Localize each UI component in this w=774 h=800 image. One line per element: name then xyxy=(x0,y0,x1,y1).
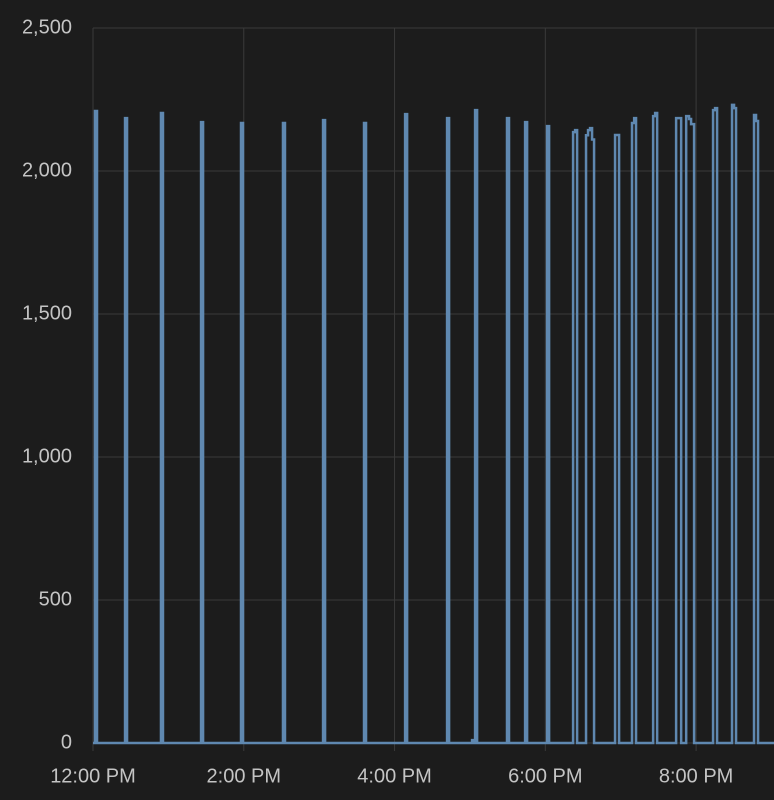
x-tick-label: 12:00 PM xyxy=(50,765,136,787)
x-tick-label: 4:00 PM xyxy=(357,765,431,787)
y-tick-label: 2,500 xyxy=(22,16,72,38)
y-tick-label: 1,000 xyxy=(22,445,72,467)
y-tick-label: 0 xyxy=(61,731,72,753)
x-tick-label: 8:00 PM xyxy=(659,765,733,787)
y-tick-label: 1,500 xyxy=(22,302,72,324)
data-line xyxy=(93,103,774,745)
x-tick-label: 2:00 PM xyxy=(207,765,281,787)
y-tick-label: 2,000 xyxy=(22,159,72,181)
y-tick-label: 500 xyxy=(39,588,72,610)
x-tick-label: 6:00 PM xyxy=(508,765,582,787)
